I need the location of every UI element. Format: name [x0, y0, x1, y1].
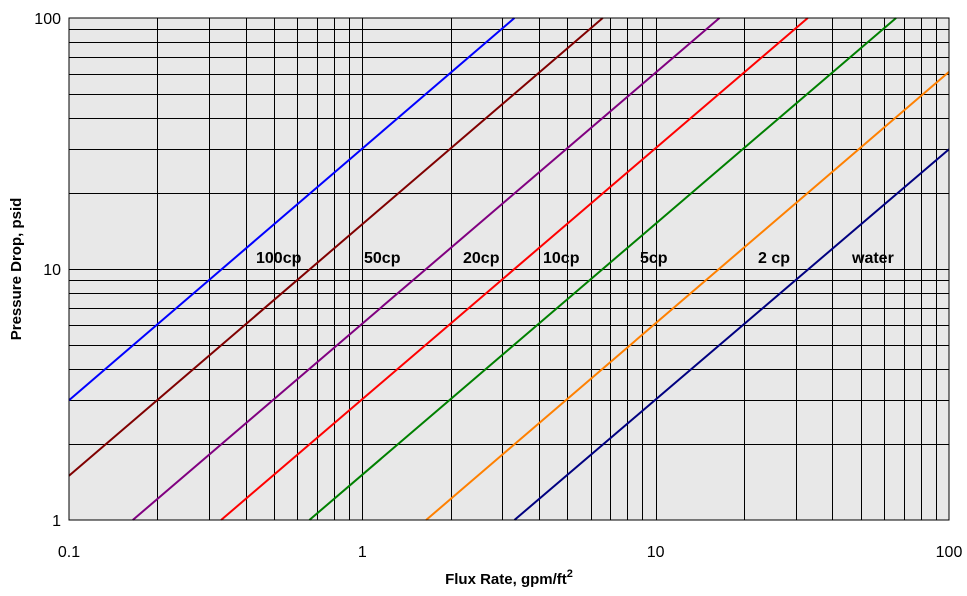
x-tick-label: 10 — [647, 544, 665, 561]
series-label: 20cp — [463, 250, 500, 267]
series-label: 2 cp — [758, 250, 790, 267]
series-label: 100cp — [256, 250, 302, 267]
series-label: water — [851, 250, 894, 267]
x-tick-label: 100 — [936, 544, 963, 561]
grid — [69, 18, 949, 520]
x-axis-title-superscript: 2 — [567, 568, 573, 580]
series-line-2 — [68, 17, 604, 477]
x-tick-label: 0.1 — [58, 544, 80, 561]
plot-border — [68, 17, 950, 521]
series-line-1 — [68, 17, 516, 402]
series-line-5 — [308, 17, 897, 521]
series-label: 5cp — [640, 250, 668, 267]
y-tick-label: 100 — [34, 11, 61, 28]
series-label: 10cp — [543, 250, 580, 267]
y-axis-title: Pressure Drop, psid — [8, 198, 25, 341]
x-tick-label: 1 — [358, 544, 367, 561]
series-line-6 — [425, 71, 950, 521]
series-line-7 — [513, 148, 950, 521]
y-tick-label: 1 — [52, 513, 61, 530]
tick-labels: 0.1 1 10 100 1 10 100 — [34, 11, 962, 561]
series-line-4 — [220, 17, 809, 521]
x-axis-title: Flux Rate, gpm/ft2 — [445, 568, 573, 588]
series-lines — [68, 17, 950, 521]
series-label: 50cp — [364, 250, 401, 267]
series-line-3 — [132, 17, 721, 521]
series-labels: 100cp 50cp 20cp 10cp 5cp 2 cp water — [256, 250, 894, 267]
y-tick-label: 10 — [43, 262, 61, 279]
